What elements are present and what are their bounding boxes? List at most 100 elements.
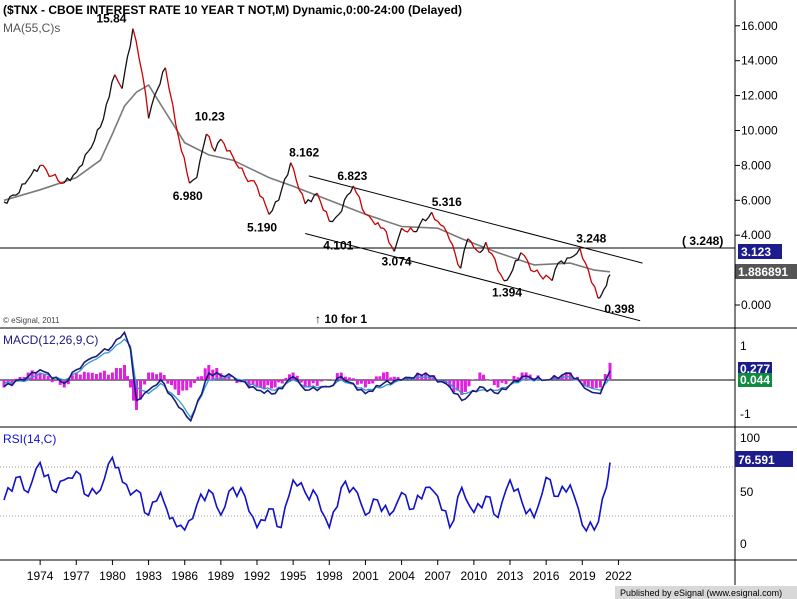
price-annotation: 3.248 [576, 231, 606, 245]
price-segment [3, 194, 17, 205]
price-segment [220, 138, 234, 157]
price-segment [114, 74, 123, 89]
price-segment [75, 150, 89, 173]
price-annotation: 3.074 [382, 254, 412, 268]
price-segment [278, 162, 292, 201]
price-segment [605, 274, 611, 286]
price-segment [551, 262, 559, 281]
price-segment [63, 171, 77, 184]
price-axis: 16.00014.00012.00010.0008.0006.0004.0002… [735, 19, 778, 312]
macd-histogram [2, 362, 612, 410]
price-annotation: 0.398 [604, 302, 634, 316]
price-segment [467, 238, 475, 248]
price-tick-label: 14.000 [741, 54, 778, 68]
rsi-tick-label: 0 [740, 537, 747, 551]
channel-lower-line [305, 232, 641, 322]
x-tick-label: 2013 [497, 569, 524, 583]
price-annotation: 1.394 [492, 286, 522, 300]
price-segment [132, 28, 144, 75]
price-segment [214, 138, 222, 152]
price-segment [154, 67, 166, 96]
macd-title: MACD(12,26,9,C) [3, 333, 98, 347]
x-tick-label: 2022 [605, 569, 632, 583]
price-annotation: 6.980 [173, 189, 203, 203]
price-segment [393, 227, 403, 252]
price-segment [268, 199, 279, 215]
x-tick-label: 1980 [99, 569, 126, 583]
channel-upper-line [308, 175, 643, 264]
x-tick-label: 1998 [316, 569, 343, 583]
ma-value-badge [735, 264, 797, 279]
price-segment [401, 226, 415, 233]
x-tick-label: 2016 [533, 569, 560, 583]
price-segment [178, 137, 191, 184]
price-segment [431, 211, 439, 222]
ma-value: 1.886891 [738, 265, 788, 279]
price-segment [597, 294, 603, 299]
macd-axis: 1 -1 [740, 339, 751, 421]
price-segment [509, 252, 522, 276]
price-segment [485, 242, 505, 281]
price-segment [205, 133, 216, 152]
price-segment [587, 269, 599, 299]
level-label: ( 3.248) [682, 234, 723, 248]
x-tick-label: 2010 [461, 569, 488, 583]
macd-panel: MACD(12,26,9,C) 1 -1 0.277 0.044 [0, 330, 772, 423]
x-tick-label: 1989 [208, 569, 235, 583]
price-segment [256, 186, 270, 215]
price-series [3, 28, 611, 299]
price-segment [15, 179, 29, 196]
x-tick-label: 1977 [63, 569, 90, 583]
price-segment [99, 104, 108, 128]
price-annotation: 15.84 [96, 12, 126, 26]
price-segment [503, 274, 511, 282]
price-segment [27, 165, 41, 180]
price-segment [473, 246, 481, 254]
price-tick-label: 16.000 [741, 19, 778, 33]
signal-value: 0.044 [740, 373, 770, 387]
price-tick-label: 10.000 [741, 124, 778, 138]
price-segment [189, 177, 198, 184]
price-annotation: 5.316 [432, 195, 462, 209]
price-segment [290, 162, 300, 190]
rsi-tick-label: 100 [740, 431, 760, 445]
macd-badge [738, 362, 772, 376]
price-segment [352, 185, 366, 215]
price-annotation: 6.823 [337, 169, 367, 183]
footer-bar [615, 586, 797, 599]
macd-tick-label: -1 [740, 407, 751, 421]
chart-title: ($TNX - CBOE INTEREST RATE 10 YEAR T NOT… [3, 3, 462, 17]
price-segment [479, 241, 487, 254]
price-segment [147, 95, 156, 119]
x-tick-label: 1986 [171, 569, 198, 583]
price-annotation: 5.190 [247, 220, 277, 234]
macd-value: 0.277 [740, 362, 770, 376]
price-segment [232, 156, 246, 177]
price-segment [443, 226, 451, 241]
x-tick-label: 1995 [280, 569, 307, 583]
price-segment [105, 74, 116, 105]
footer-credit: Published by eSignal (www.esignal.com) [620, 588, 782, 598]
price-segment [304, 192, 318, 205]
price-segment [244, 175, 258, 187]
price-segment [449, 240, 462, 269]
price-segment [298, 189, 306, 204]
x-tick-label: 2004 [388, 569, 415, 583]
price-segment [382, 227, 395, 252]
price-segment [413, 211, 433, 233]
x-tick-label: 2007 [424, 569, 451, 583]
price-segment [346, 185, 354, 196]
price-segment [172, 104, 180, 138]
price-segment [374, 221, 384, 229]
price-annotations: 15.84 10.23 6.980 8.162 5.190 6.823 4.101 5.316… [96, 12, 634, 316]
price-segment [51, 173, 65, 185]
x-tick-label: 1983 [135, 569, 162, 583]
price-segment [40, 164, 53, 178]
signal-badge [738, 373, 772, 387]
price-segment [164, 67, 174, 105]
price-segment [365, 213, 376, 226]
price-segment [316, 193, 330, 222]
rsi-title: RSI(14,C) [3, 432, 56, 446]
price-tick-label: 12.000 [741, 89, 778, 103]
